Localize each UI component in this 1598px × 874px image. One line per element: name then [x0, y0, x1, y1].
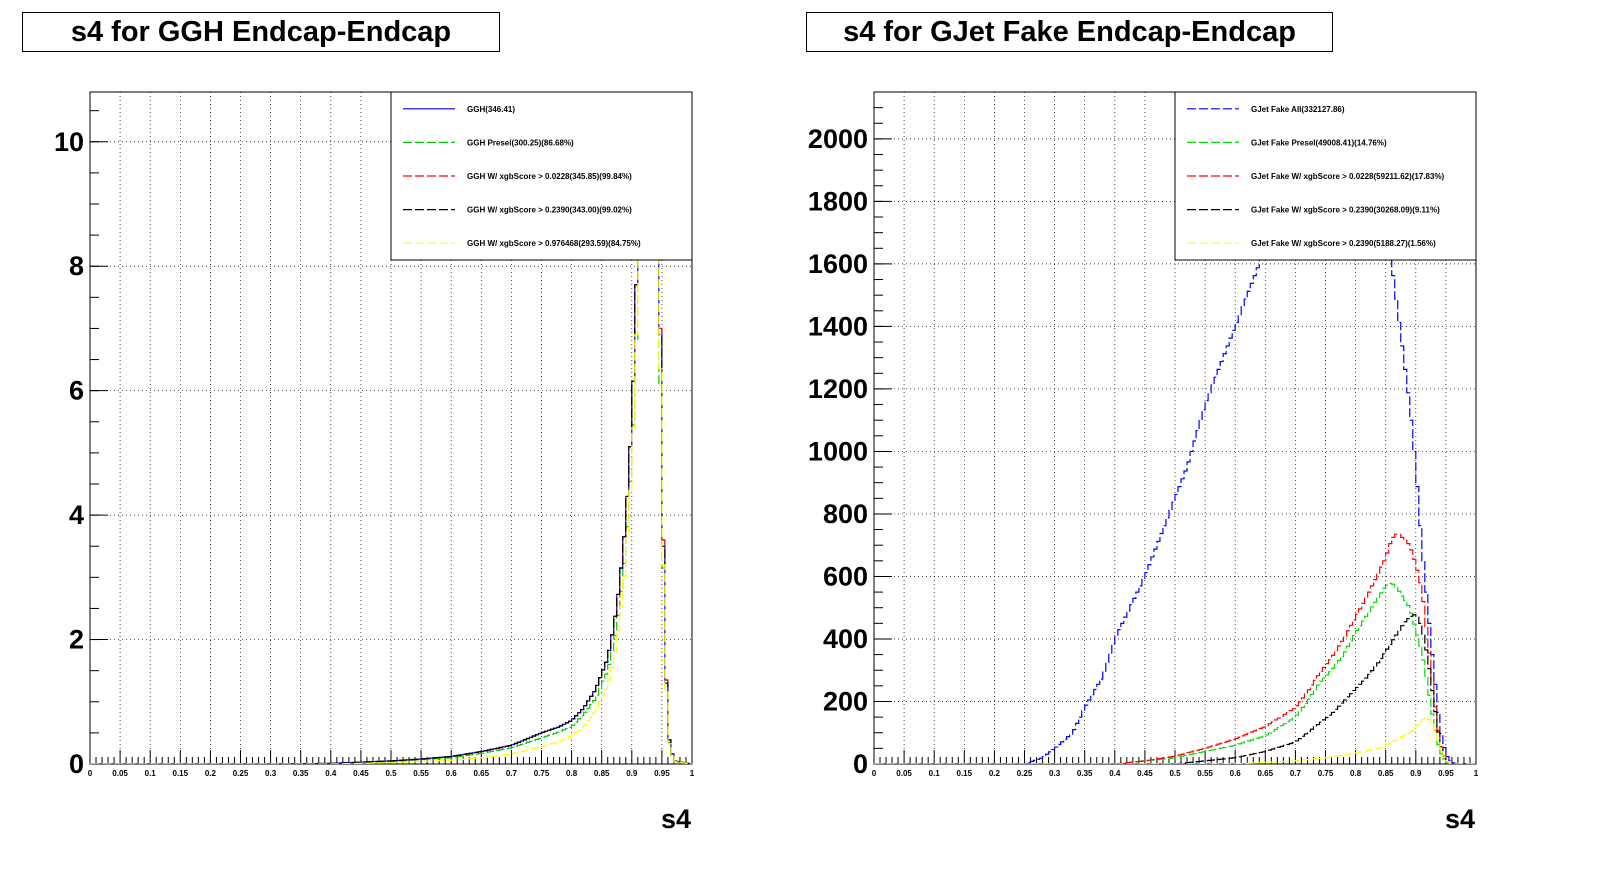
x-tick-label: 0.9: [626, 769, 638, 778]
x-tick-label: 0.6: [1230, 769, 1242, 778]
legend-entry: GGH W/ xgbScore > 0.0228(345.85)(99.84%): [467, 172, 632, 181]
x-tick-label: 0.85: [1378, 769, 1394, 778]
y-tick-label: 2: [69, 625, 84, 655]
legend-entry: GJet Fake W/ xgbScore > 0.2390(30268.09)…: [1251, 206, 1440, 215]
x-tick-label: 0.65: [474, 769, 490, 778]
series-line-3: [874, 614, 1476, 764]
x-tick-label: 0.1: [929, 769, 941, 778]
x-tick-label: 0.9: [1410, 769, 1422, 778]
y-tick-label: 2000: [808, 124, 868, 154]
x-tick-label: 0.65: [1258, 769, 1274, 778]
legend-entry: GGH(346.41): [467, 105, 515, 114]
x-tick-label: 0.15: [173, 769, 189, 778]
x-tick-label: 0.7: [506, 769, 518, 778]
x-tick-label: 0.1: [145, 769, 157, 778]
y-tick-label: 10: [54, 127, 84, 157]
chart-title-gjet: s4 for GJet Fake Endcap-Endcap: [806, 12, 1333, 52]
x-tick-label: 0.35: [1077, 769, 1093, 778]
y-tick-label: 1000: [808, 436, 868, 466]
x-tick-label: 0.7: [1290, 769, 1302, 778]
x-tick-label: 0.35: [293, 769, 309, 778]
y-tick-label: 800: [823, 499, 868, 529]
chart-panel-0: 0 0.05 0.1 0.15 0.2 0.25 0.3 0.35 0.4 0.45 0.5 0.55…: [54, 91, 695, 834]
series-line-4: [874, 717, 1476, 764]
x-tick-label: 0.25: [233, 769, 249, 778]
x-tick-label: 0.4: [1109, 769, 1121, 778]
x-tick-label: 0.45: [1137, 769, 1153, 778]
y-tick-label: 1600: [808, 249, 868, 279]
series-line-1: [874, 582, 1476, 764]
x-tick-label: 0.55: [1197, 769, 1213, 778]
chart-title-ggh: s4 for GGH Endcap-Endcap: [22, 12, 500, 52]
y-tick-label: 1200: [808, 374, 868, 404]
x-tick-label: 0.5: [385, 769, 397, 778]
x-tick-label: 0.05: [896, 769, 912, 778]
x-tick-label: 0.45: [353, 769, 369, 778]
x-tick-label: 0.8: [566, 769, 578, 778]
x-tick-label: 0.4: [325, 769, 337, 778]
x-tick-label: 0: [872, 769, 877, 778]
y-tick-label: 200: [823, 686, 868, 716]
legend-entry: GGH Presel(300.25)(86.68%): [467, 138, 574, 147]
legend-entry: GGH W/ xgbScore > 0.2390(343.00)(99.02%): [467, 206, 632, 215]
x-tick-label: 0.15: [957, 769, 973, 778]
x-tick-label: 0.8: [1350, 769, 1362, 778]
x-tick-label: 1: [1474, 769, 1479, 778]
x-axis-label: s4: [661, 804, 691, 834]
x-tick-label: 0.05: [112, 769, 128, 778]
x-tick-label: 0.95: [654, 769, 670, 778]
y-tick-label: 400: [823, 624, 868, 654]
x-tick-label: 0.6: [446, 769, 458, 778]
legend-entry: GJet Fake All(332127.86): [1251, 105, 1345, 114]
x-tick-label: 0.75: [534, 769, 550, 778]
y-tick-label: 0: [853, 749, 868, 779]
x-tick-label: 0.3: [265, 769, 277, 778]
x-tick-label: 0.2: [989, 769, 1001, 778]
series-line-4: [90, 92, 692, 764]
x-tick-label: 0.55: [413, 769, 429, 778]
x-tick-label: 0.25: [1017, 769, 1033, 778]
x-tick-label: 0.2: [205, 769, 217, 778]
y-tick-label: 8: [69, 251, 84, 281]
y-tick-label: 600: [823, 561, 868, 591]
x-tick-label: 0.75: [1318, 769, 1334, 778]
legend-entry: GJet Fake W/ xgbScore > 0.0228(59211.62)…: [1251, 172, 1445, 181]
x-tick-label: 0: [88, 769, 93, 778]
series-line-1: [90, 92, 692, 764]
x-tick-label: 0.5: [1169, 769, 1181, 778]
legend-entry: GGH W/ xgbScore > 0.976468(293.59)(84.75…: [467, 239, 641, 248]
x-tick-label: 0.3: [1049, 769, 1061, 778]
x-tick-label: 0.95: [1438, 769, 1454, 778]
series-line-2: [874, 533, 1476, 764]
y-tick-label: 6: [69, 376, 84, 406]
chart-panel-1: 0 0.05 0.1 0.15 0.2 0.25 0.3 0.35 0.4 0.45 0.5 0.55…: [808, 91, 1479, 834]
series-line-3: [90, 92, 692, 764]
y-tick-label: 4: [69, 500, 84, 530]
x-axis-label: s4: [1445, 804, 1475, 834]
legend-entry: GJet Fake W/ xgbScore > 0.2390(5188.27)(…: [1251, 239, 1436, 248]
x-tick-label: 1: [690, 769, 695, 778]
y-tick-label: 1400: [808, 311, 868, 341]
y-tick-label: 0: [69, 749, 84, 779]
y-tick-label: 1800: [808, 186, 868, 216]
legend-entry: GJet Fake Presel(49008.41)(14.76%): [1251, 138, 1387, 147]
x-tick-label: 0.85: [594, 769, 610, 778]
